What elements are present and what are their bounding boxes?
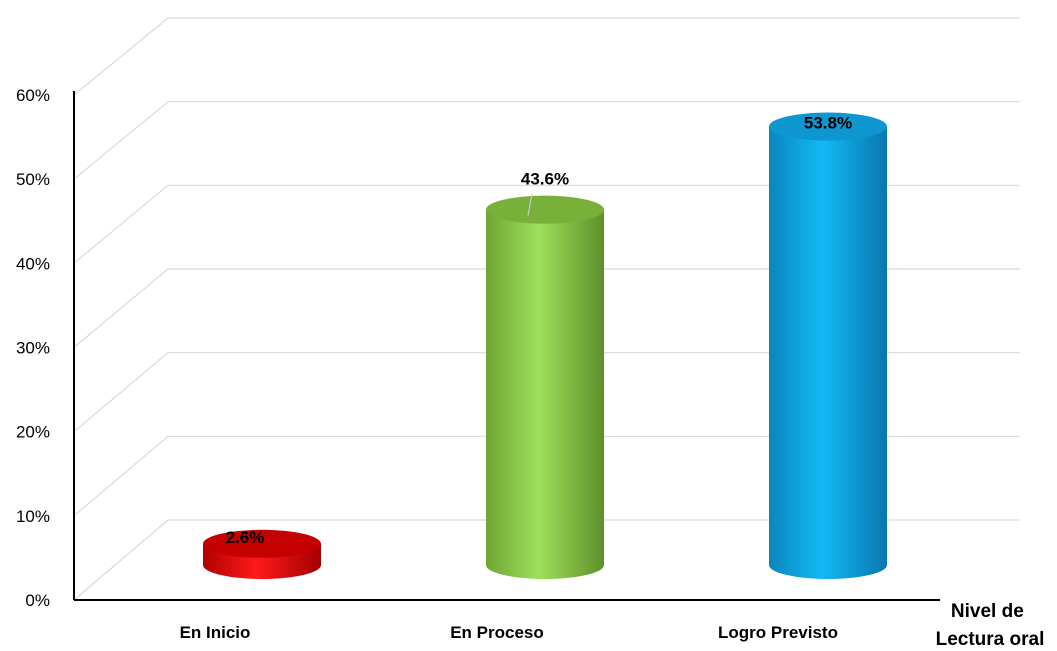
bar-top (486, 196, 604, 224)
bar-logro-previsto (769, 113, 887, 579)
data-label: 2.6% (226, 528, 265, 547)
data-label: 53.8% (804, 114, 852, 133)
y-tick-label: 20% (16, 423, 50, 442)
y-tick-label: 40% (16, 254, 50, 273)
bar-body (769, 127, 887, 579)
x-axis-title-line-2: Lectura oral (936, 629, 1045, 650)
category-labels: En Inicio En Proceso Logro Previsto (180, 623, 838, 642)
gridline-depth (74, 520, 168, 600)
gridline-depth (74, 185, 168, 263)
data-label: 43.6% (521, 170, 569, 189)
category-label: En Proceso (450, 623, 544, 642)
x-axis-title: Nivel de Lectura oral (936, 601, 1045, 650)
gridline-depth (74, 102, 168, 180)
category-label: Logro Previsto (718, 623, 838, 642)
y-tick-label: 10% (16, 507, 50, 526)
bar-en-proceso (486, 196, 604, 579)
x-axis-title-line-1: Nivel de (951, 601, 1024, 622)
gridline-depth (74, 436, 168, 515)
bar-body (486, 210, 604, 579)
y-tick-label: 0% (25, 591, 50, 610)
y-tick-labels: 0% 10% 20% 30% 40% 50% 60% (16, 86, 50, 610)
category-label: En Inicio (180, 623, 251, 642)
y-tick-label: 30% (16, 339, 50, 358)
gridline-depth (74, 18, 168, 95)
y-tick-label: 60% (16, 86, 50, 105)
gridline-depth (74, 353, 168, 432)
y-tick-label: 50% (16, 170, 50, 189)
gridline-depth (74, 269, 168, 348)
